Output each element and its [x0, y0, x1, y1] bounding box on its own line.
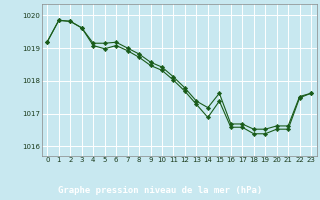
Text: Graphe pression niveau de la mer (hPa): Graphe pression niveau de la mer (hPa): [58, 186, 262, 195]
